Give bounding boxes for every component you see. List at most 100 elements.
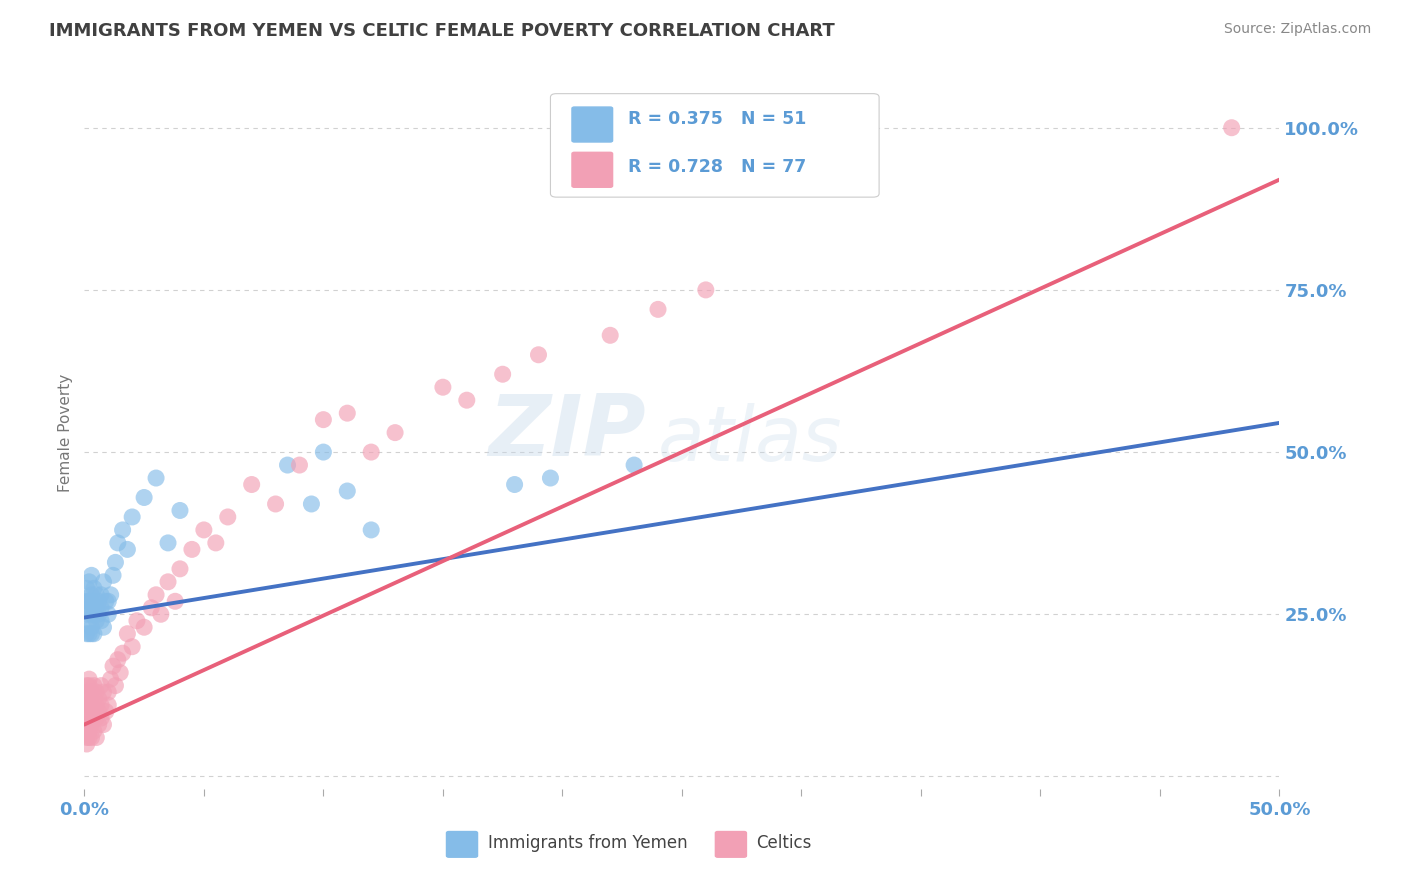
Point bbox=[97, 685, 120, 699]
Point bbox=[83, 724, 105, 739]
Text: IMMIGRANTS FROM YEMEN VS CELTIC FEMALE POVERTY CORRELATION CHART: IMMIGRANTS FROM YEMEN VS CELTIC FEMALE P… bbox=[49, 22, 835, 40]
Point bbox=[157, 536, 180, 550]
Point bbox=[312, 445, 335, 459]
FancyBboxPatch shape bbox=[572, 107, 613, 142]
Point bbox=[76, 607, 98, 622]
Point bbox=[141, 600, 163, 615]
Point bbox=[77, 691, 100, 706]
Point bbox=[1220, 120, 1243, 135]
Point bbox=[336, 406, 359, 420]
Point bbox=[165, 594, 187, 608]
Text: atlas: atlas bbox=[658, 403, 842, 476]
Point bbox=[83, 607, 105, 622]
Point bbox=[169, 503, 191, 517]
Point bbox=[121, 510, 143, 524]
Point bbox=[77, 717, 100, 731]
Point bbox=[86, 600, 108, 615]
Point bbox=[83, 705, 105, 719]
Point bbox=[149, 607, 172, 622]
Point bbox=[125, 614, 148, 628]
FancyBboxPatch shape bbox=[716, 831, 747, 857]
Point bbox=[80, 731, 103, 745]
Point bbox=[76, 698, 98, 712]
Point bbox=[312, 412, 335, 426]
Point bbox=[80, 588, 103, 602]
Point bbox=[360, 445, 382, 459]
Point bbox=[77, 614, 100, 628]
Point bbox=[83, 691, 105, 706]
Point bbox=[97, 594, 120, 608]
Point bbox=[695, 283, 717, 297]
Point bbox=[117, 542, 139, 557]
Point bbox=[80, 607, 103, 622]
Point bbox=[107, 653, 129, 667]
Point bbox=[86, 731, 108, 745]
Point bbox=[83, 600, 105, 615]
Point bbox=[100, 672, 122, 686]
Point bbox=[132, 491, 156, 505]
Point bbox=[80, 626, 103, 640]
Point bbox=[76, 731, 98, 745]
Point bbox=[492, 368, 515, 382]
Point bbox=[288, 458, 311, 472]
Point bbox=[80, 594, 103, 608]
Point bbox=[145, 471, 167, 485]
Point bbox=[77, 698, 100, 712]
Point bbox=[77, 705, 100, 719]
Point bbox=[432, 380, 454, 394]
Text: Source: ZipAtlas.com: Source: ZipAtlas.com bbox=[1223, 22, 1371, 37]
Point bbox=[80, 568, 103, 582]
Point bbox=[217, 510, 239, 524]
FancyBboxPatch shape bbox=[447, 831, 478, 857]
Point bbox=[76, 626, 98, 640]
Point bbox=[80, 685, 103, 699]
Point bbox=[121, 640, 143, 654]
Point bbox=[86, 698, 108, 712]
Point bbox=[90, 711, 112, 725]
Point bbox=[86, 614, 108, 628]
Point bbox=[111, 523, 134, 537]
Point bbox=[83, 679, 105, 693]
Point bbox=[76, 711, 98, 725]
Point bbox=[540, 471, 562, 485]
Point bbox=[77, 574, 100, 589]
Point bbox=[76, 705, 98, 719]
Point bbox=[277, 458, 299, 472]
Point bbox=[456, 393, 478, 408]
Point bbox=[76, 594, 98, 608]
Point bbox=[104, 679, 127, 693]
Point bbox=[83, 626, 105, 640]
Point bbox=[97, 607, 120, 622]
Text: Immigrants from Yemen: Immigrants from Yemen bbox=[488, 834, 688, 852]
Point bbox=[336, 483, 359, 498]
Text: Celtics: Celtics bbox=[756, 834, 811, 852]
Point bbox=[93, 574, 115, 589]
FancyBboxPatch shape bbox=[572, 153, 613, 187]
Point bbox=[90, 600, 112, 615]
Point bbox=[80, 620, 103, 634]
Point bbox=[80, 698, 103, 712]
Point bbox=[301, 497, 323, 511]
Y-axis label: Female Poverty: Female Poverty bbox=[58, 374, 73, 491]
Point bbox=[93, 685, 115, 699]
Point bbox=[360, 523, 382, 537]
Text: R = 0.728   N = 77: R = 0.728 N = 77 bbox=[628, 158, 807, 176]
Point bbox=[86, 685, 108, 699]
Point bbox=[111, 646, 134, 660]
Point bbox=[76, 691, 98, 706]
FancyBboxPatch shape bbox=[551, 94, 879, 197]
Point bbox=[132, 620, 156, 634]
Point bbox=[87, 691, 110, 706]
Point bbox=[76, 685, 98, 699]
Text: ZIP: ZIP bbox=[488, 391, 647, 475]
Point bbox=[169, 562, 191, 576]
Point bbox=[87, 717, 110, 731]
Point bbox=[145, 588, 167, 602]
Point bbox=[623, 458, 645, 472]
Point bbox=[104, 555, 127, 569]
Point bbox=[181, 542, 204, 557]
Point bbox=[193, 523, 215, 537]
Point bbox=[157, 574, 180, 589]
Point bbox=[101, 568, 124, 582]
Point bbox=[77, 672, 100, 686]
